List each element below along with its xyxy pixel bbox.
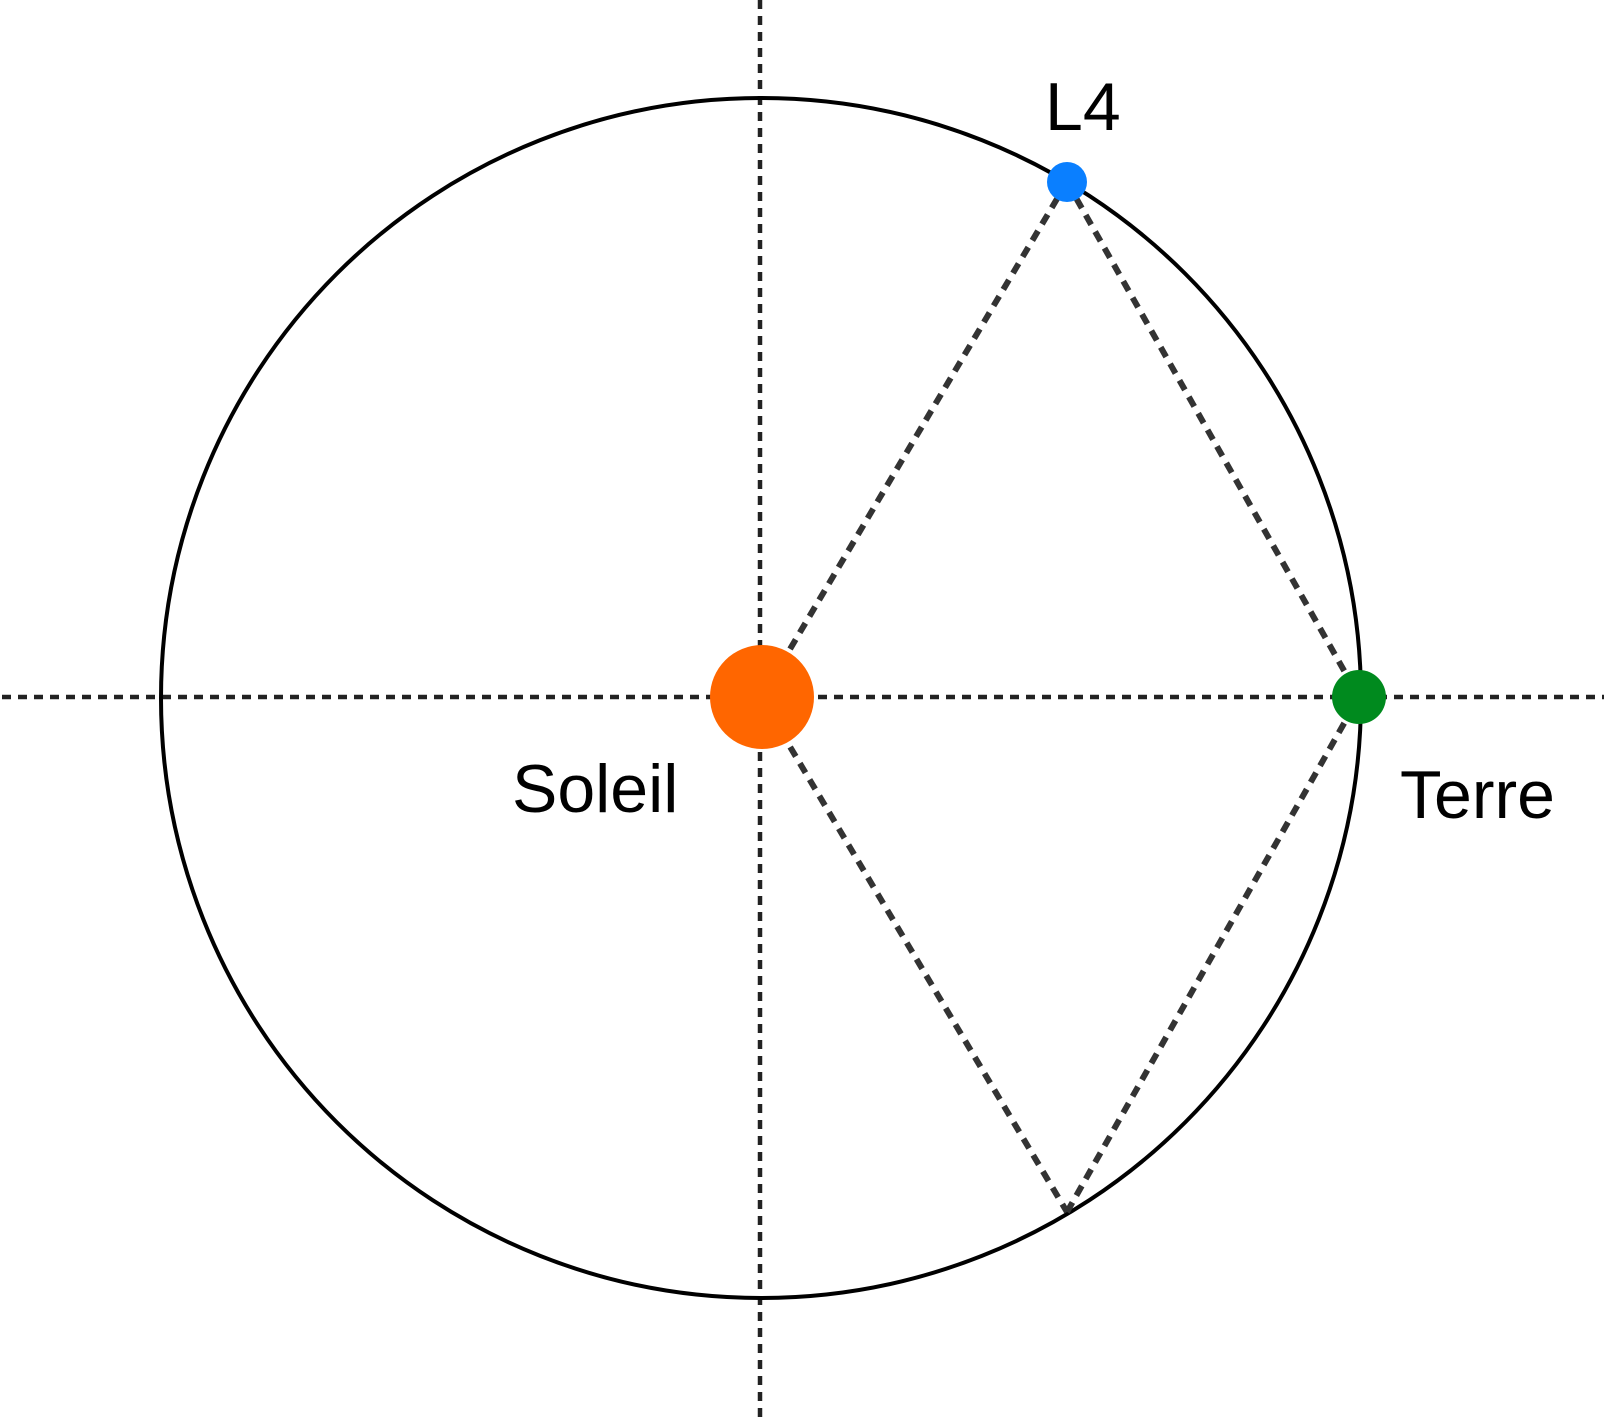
l5-to-earth-line (1064, 695, 1362, 1214)
earth-dot (1332, 670, 1386, 724)
l4-to-earth-line (1064, 180, 1362, 699)
l4-label: L4 (1045, 69, 1121, 145)
earth-label: Terre (1400, 757, 1555, 833)
sun-dot (710, 645, 814, 749)
l4-dot (1047, 162, 1087, 202)
sun-to-l5-line (758, 696, 1070, 1214)
sun-label: Soleil (512, 751, 678, 827)
sun-to-l4-line (758, 180, 1070, 700)
